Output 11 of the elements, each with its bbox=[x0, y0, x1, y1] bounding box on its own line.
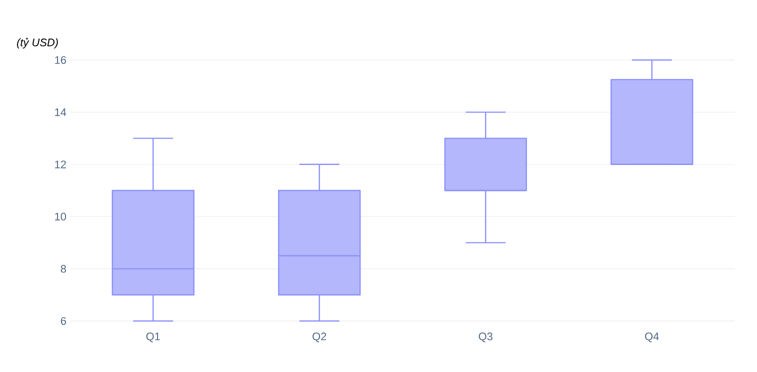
x-tick-label: Q2 bbox=[312, 332, 326, 342]
y-axis-title: (tỷ USD) bbox=[17, 38, 58, 48]
y-tick-label: 14 bbox=[55, 108, 66, 116]
y-tick-label: 8 bbox=[60, 264, 66, 273]
y-tick-label: 16 bbox=[55, 56, 66, 64]
x-tick-label: Q1 bbox=[146, 332, 160, 342]
y-tick-label: 6 bbox=[60, 317, 66, 325]
x-tick-label: Q4 bbox=[645, 332, 659, 342]
y-tick-label: 12 bbox=[55, 160, 66, 168]
y-tick-label: 10 bbox=[55, 212, 66, 220]
x-tick-label: Q3 bbox=[478, 332, 492, 342]
